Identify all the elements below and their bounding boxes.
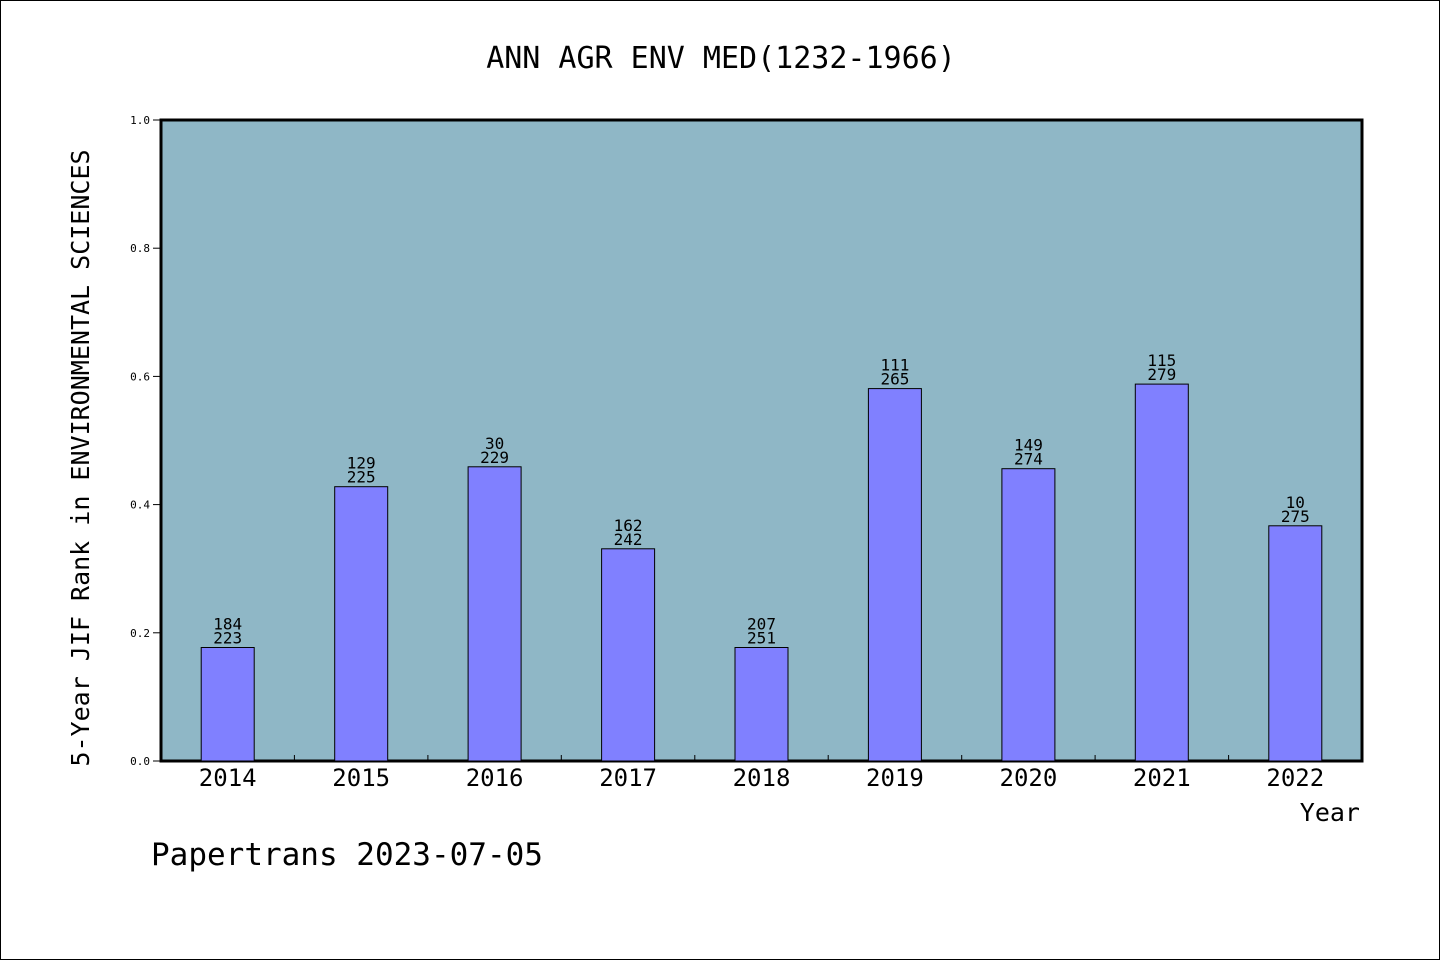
footer-watermark: Papertrans 2023-07-05 [151, 837, 543, 873]
bar-rank-label-2017: 162 [614, 516, 643, 535]
y-tick-label-0.6: 0.6 [130, 370, 150, 383]
bar-rank-label-2016: 30 [485, 434, 504, 453]
x-axis-ticks: 2014 2015 2016 2017 2018 2019 2020 2021 2022 [199, 755, 1324, 792]
bar-2016 [467, 466, 522, 762]
y-tick-label-0.0: 0.0 [130, 755, 150, 768]
bar-rank-label-2021: 115 [1147, 351, 1176, 370]
y-tick-label-1.0: 1.0 [130, 114, 150, 127]
bar-total-label-2017: 242 [614, 530, 643, 549]
x-axis-label: Year [1300, 798, 1360, 827]
bar-rank-label-2014: 184 [213, 615, 242, 634]
bar-2019 [867, 388, 922, 762]
bar-total-label-2019: 265 [880, 370, 909, 389]
x-tick-label-2016: 2016 [466, 764, 524, 792]
bar-total-label-2018: 251 [747, 629, 776, 648]
bar-2015 [334, 486, 389, 762]
y-axis-label: 5-Year JIF Rank in ENVIRONMENTAL SCIENCE… [66, 149, 95, 766]
x-tick-label-2017: 2017 [599, 764, 657, 792]
bar-2020 [1001, 468, 1056, 762]
x-tick-label-2019: 2019 [866, 764, 924, 792]
bar-total-label-2016: 229 [480, 448, 509, 467]
y-tick-label-0.8: 0.8 [130, 242, 150, 255]
bar-2017 [601, 548, 656, 762]
bar-total-label-2015: 225 [347, 468, 376, 487]
bar-rank-label-2018: 207 [747, 615, 776, 634]
x-tick-label-2021: 2021 [1133, 764, 1191, 792]
bar-total-label-2014: 223 [213, 629, 242, 648]
x-tick-label-2022: 2022 [1266, 764, 1324, 792]
x-tick-label-2020: 2020 [1000, 764, 1058, 792]
bar-2021 [1134, 383, 1189, 762]
bar-total-label-2022: 275 [1281, 507, 1310, 526]
y-tick-label-0.2: 0.2 [130, 627, 150, 640]
bar-2022 [1268, 525, 1323, 762]
bar-2018 [734, 647, 789, 762]
x-tick-label-2014: 2014 [199, 764, 257, 792]
bar-rank-label-2022: 10 [1286, 493, 1305, 512]
x-tick-label-2018: 2018 [733, 764, 791, 792]
bar-rank-label-2019: 111 [880, 356, 909, 375]
y-tick-label-0.4: 0.4 [130, 499, 150, 512]
bar-rank-label-2015: 129 [347, 454, 376, 473]
bars-group: 1842231292253022916224220725111126514927… [200, 351, 1323, 762]
x-tick-label-2015: 2015 [332, 764, 390, 792]
bar-total-label-2021: 279 [1147, 365, 1176, 384]
bar-2014 [200, 647, 255, 762]
chart-title: ANN AGR ENV MED(1232-1966) [486, 41, 956, 76]
bar-rank-label-2020: 149 [1014, 436, 1043, 455]
bar-total-label-2020: 274 [1014, 450, 1043, 469]
y-axis-ticks: 0.0 0.2 0.4 0.6 0.8 1.0 [130, 114, 161, 768]
